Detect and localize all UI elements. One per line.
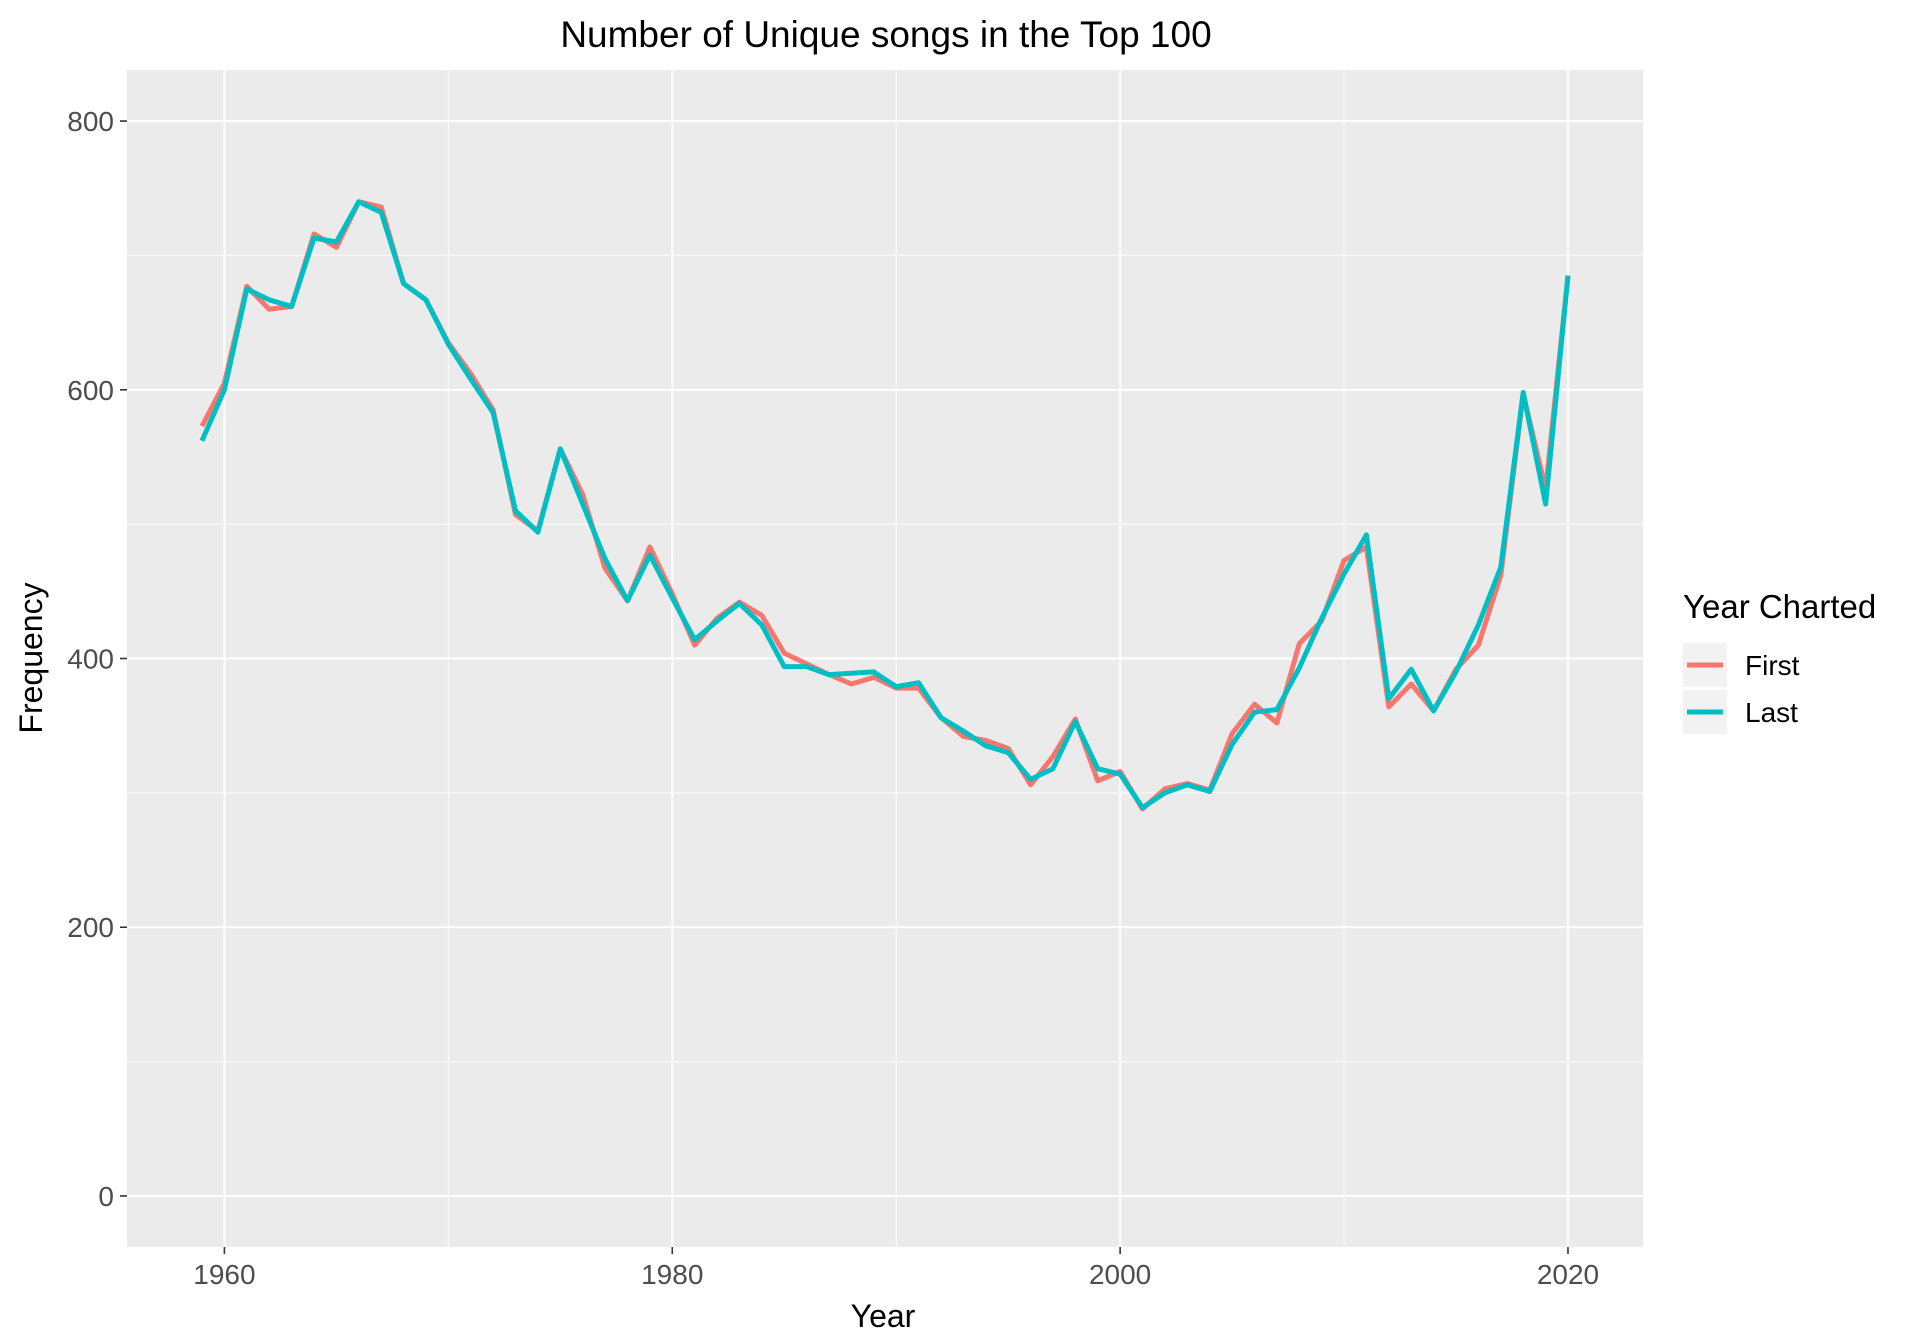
y-axis-title: Frequency (13, 582, 49, 733)
y-tick-label: 800 (67, 106, 114, 137)
legend: Year Charted First Last (1683, 588, 1876, 734)
y-tick-label: 600 (67, 375, 114, 406)
y-tick-label: 0 (98, 1181, 114, 1212)
y-tick-label: 200 (67, 912, 114, 943)
x-tick-label: 1980 (641, 1259, 703, 1290)
series-layer (199, 199, 1571, 812)
legend-title: Year Charted (1683, 588, 1876, 625)
legend-label: Last (1745, 697, 1798, 728)
x-axis: 1960 1980 2000 2020 (193, 1247, 1599, 1290)
y-tick-label: 400 (67, 644, 114, 675)
x-tick-label: 2000 (1089, 1259, 1151, 1290)
y-axis: 0 200 400 600 800 (67, 106, 127, 1212)
series-line-last (199, 199, 1571, 811)
chart-title: Number of Unique songs in the Top 100 (560, 14, 1211, 55)
major-gridlines (127, 70, 1643, 1247)
legend-keys: First Last (1683, 643, 1800, 734)
legend-label: First (1745, 650, 1800, 681)
x-axis-title: Year (851, 1298, 916, 1334)
x-tick-label: 2020 (1537, 1259, 1599, 1290)
x-tick-label: 1960 (193, 1259, 255, 1290)
